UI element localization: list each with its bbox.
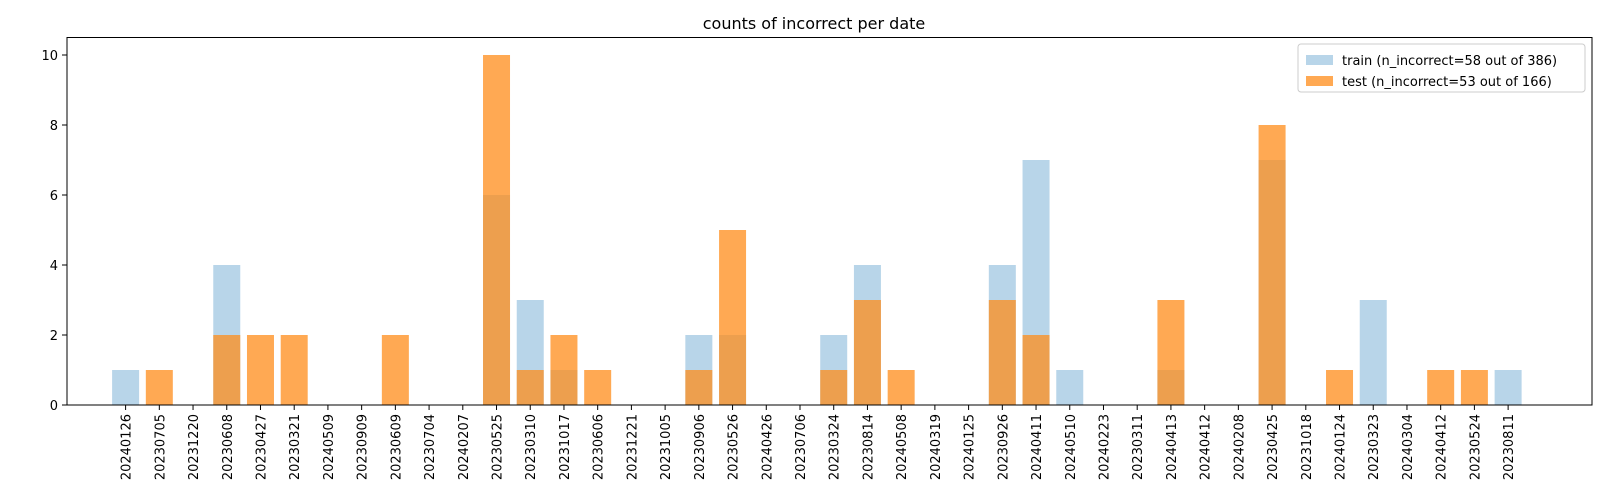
x-tick-label: 20230525 xyxy=(491,414,506,480)
x-tick-label: 20230705 xyxy=(153,414,168,480)
x-tick-label: 20240126 xyxy=(120,414,135,480)
bar-test-31 xyxy=(1157,300,1185,405)
x-tick-label: 20230425 xyxy=(1266,414,1281,480)
x-tick-label: 20230524 xyxy=(1468,414,1483,480)
bar-test-21 xyxy=(820,370,848,405)
x-tick-label: 20231220 xyxy=(187,414,202,480)
bar-train-37 xyxy=(1359,300,1387,405)
x-tick-label: 20230311 xyxy=(1131,414,1146,480)
bars-group xyxy=(112,55,1522,405)
x-tick-label: 20240207 xyxy=(457,414,472,480)
x-tick-label: 20230323 xyxy=(1367,414,1382,480)
bar-test-5 xyxy=(280,335,308,405)
x-tick-label: 20240125 xyxy=(963,414,978,480)
x-tick-label: 20240208 xyxy=(1232,414,1247,480)
x-axis: 20240126 20230705 20231220 20230608 20230427… xyxy=(120,405,1517,480)
x-tick-label: 20240411 xyxy=(1030,414,1045,480)
y-tick-label: 8 xyxy=(50,119,58,134)
bar-test-26 xyxy=(988,300,1016,405)
bar-test-11 xyxy=(483,55,511,405)
y-tick-label: 2 xyxy=(50,329,58,344)
bar-test-23 xyxy=(887,370,915,405)
plot-frame xyxy=(66,37,1593,406)
bar-test-13 xyxy=(550,335,578,405)
bar-test-1 xyxy=(145,370,173,405)
x-tick-label: 20231017 xyxy=(558,414,573,480)
x-tick-label: 20230906 xyxy=(693,414,708,480)
legend-swatch-train xyxy=(1306,55,1333,65)
bar-test-18 xyxy=(719,230,747,405)
bar-test-8 xyxy=(381,335,409,405)
bar-test-3 xyxy=(213,335,241,405)
legend-label-test: test (n_incorrect=53 out of 166) xyxy=(1342,75,1552,90)
x-tick-label: 20240509 xyxy=(322,414,337,480)
y-tick-label: 10 xyxy=(41,49,58,64)
x-tick-label: 20240510 xyxy=(1064,414,1079,480)
x-tick-label: 20230926 xyxy=(996,414,1011,480)
chart-title: counts of incorrect per date xyxy=(703,14,926,33)
x-tick-label: 20230427 xyxy=(254,414,269,480)
x-tick-label: 20240413 xyxy=(1165,414,1180,480)
x-tick-label: 20230811 xyxy=(1502,414,1517,480)
x-tick-label: 20230704 xyxy=(423,414,438,480)
x-tick-label: 20230606 xyxy=(592,414,607,480)
bar-test-34 xyxy=(1258,125,1286,405)
x-tick-label: 20230909 xyxy=(356,414,371,480)
bar-test-22 xyxy=(853,300,881,405)
x-tick-label: 20240426 xyxy=(760,414,775,480)
x-tick-label: 20240412 xyxy=(1435,414,1450,480)
bar-test-4 xyxy=(246,335,274,405)
x-tick-label: 20230814 xyxy=(861,414,876,480)
x-tick-label: 20230321 xyxy=(288,414,303,480)
legend-box xyxy=(1297,43,1586,93)
x-tick-label: 20231221 xyxy=(625,414,640,480)
legend: train (n_incorrect=58 out of 386) test (n… xyxy=(1297,43,1586,93)
bar-test-27 xyxy=(1022,335,1050,405)
bar-test-39 xyxy=(1427,370,1455,405)
x-tick-label: 20230706 xyxy=(794,414,809,480)
x-tick-label: 20231018 xyxy=(1300,414,1315,480)
y-tick-label: 0 xyxy=(50,399,58,414)
x-tick-label: 20230324 xyxy=(828,414,843,480)
bar-test-40 xyxy=(1460,370,1488,405)
x-tick-label: 20240319 xyxy=(929,414,944,480)
legend-label-train: train (n_incorrect=58 out of 386) xyxy=(1342,54,1557,69)
x-tick-label: 20230310 xyxy=(524,414,539,480)
bar-test-14 xyxy=(584,370,612,405)
x-tick-label: 20240124 xyxy=(1334,414,1349,480)
x-tick-label: 20230608 xyxy=(221,414,236,480)
bar-train-28 xyxy=(1056,370,1084,405)
x-tick-label: 20230609 xyxy=(389,414,404,480)
legend-swatch-test xyxy=(1306,76,1333,86)
bar-test-17 xyxy=(685,370,713,405)
bar-test-36 xyxy=(1326,370,1354,405)
x-tick-label: 20240508 xyxy=(895,414,910,480)
x-tick-label: 20240223 xyxy=(1097,414,1112,480)
x-tick-label: 20231005 xyxy=(659,414,674,480)
bar-test-12 xyxy=(516,370,544,405)
bar-train-0 xyxy=(112,370,140,405)
bar-train-41 xyxy=(1494,370,1522,405)
x-tick-label: 20230526 xyxy=(727,414,742,480)
y-axis: 0 2 4 6 8 10 xyxy=(41,49,67,414)
x-tick-label: 20240412 xyxy=(1199,414,1214,480)
x-tick-label: 20240304 xyxy=(1401,414,1416,480)
y-tick-label: 6 xyxy=(50,189,58,204)
y-tick-label: 4 xyxy=(50,259,58,274)
